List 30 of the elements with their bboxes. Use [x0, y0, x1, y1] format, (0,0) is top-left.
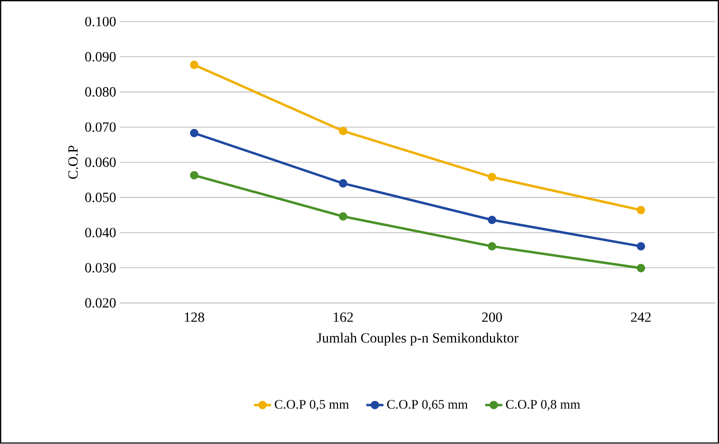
y-tick-label: 0.030 [85, 263, 116, 273]
x-axis-title: Jumlah Couples p-n Semikonduktor [316, 332, 518, 346]
y-tick-label: 0.020 [85, 298, 116, 308]
point [636, 206, 646, 214]
point [488, 216, 496, 224]
y-tick-label: 0.040 [85, 228, 116, 238]
point [636, 264, 646, 272]
x-tick-label: 128 [184, 312, 204, 322]
point [338, 212, 348, 221]
point [338, 179, 348, 188]
legend-label: C.O.P 0,5 mm [274, 400, 349, 411]
point [190, 129, 198, 138]
y-tick-label: 0.050 [85, 192, 116, 202]
x-tick-label: 162 [334, 312, 353, 322]
x-tick-label: 200 [482, 312, 502, 322]
legend-label: C.O.P 0,65 mm [387, 400, 468, 411]
y-tick-label: 0.060 [85, 158, 116, 168]
y-tick-label: 0.100 [85, 17, 116, 27]
legend-label: C.O.P 0,8 mm [506, 400, 580, 411]
y-tick-label: 0.080 [85, 87, 116, 97]
point [190, 60, 198, 70]
point [338, 126, 348, 136]
point [488, 172, 496, 182]
y-axis-title: C.O.P [68, 146, 78, 179]
point [636, 242, 646, 251]
point [190, 171, 198, 180]
x-tick-label: 242 [631, 312, 651, 322]
y-tick-label: 0.070 [85, 122, 116, 132]
point [488, 242, 496, 251]
y-tick-label: 0.090 [85, 52, 116, 62]
